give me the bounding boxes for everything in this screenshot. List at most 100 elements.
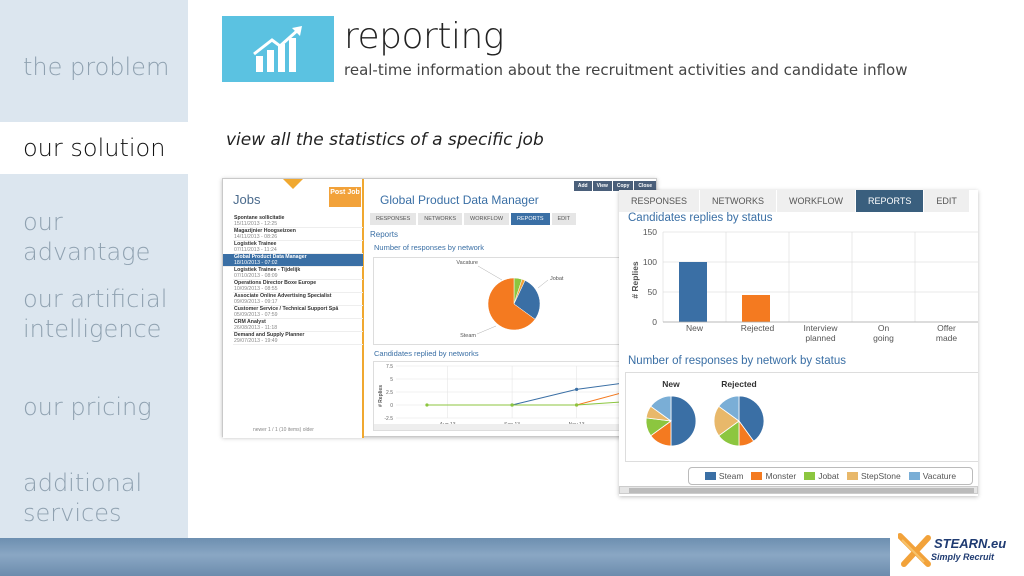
tab-responses[interactable]: RESPONSES [619, 190, 701, 212]
y-tick-label: 5 [390, 377, 393, 383]
job-name: Customer Service / Technical Support Spā [234, 306, 339, 312]
sidebar: the problem our solution our advantage o… [0, 0, 188, 538]
lead-text: view all the statistics of a specific jo… [226, 130, 544, 150]
panel-arrow [283, 179, 303, 189]
bar [742, 295, 770, 322]
job-list-item[interactable]: Operations Director Boxe Europe 10/09/201… [233, 280, 363, 293]
pie-label: Steam [460, 333, 476, 339]
job-date: 05/09/2013 - 07:59 [234, 312, 278, 318]
copy-button[interactable]: Copy [612, 181, 634, 191]
close-button[interactable]: Close [634, 181, 656, 191]
job-actions: Add View Copy Close [573, 181, 656, 191]
tab-responses[interactable]: RESPONSES [370, 213, 417, 225]
job-report-panel: Add View Copy Close Global Product Data … [366, 179, 658, 438]
label-leader [476, 325, 497, 335]
tab-networks[interactable]: NETWORKS [418, 213, 463, 225]
job-date: 26/08/2013 - 11:18 [234, 325, 278, 331]
nav-our-pricing[interactable]: our pricing [23, 393, 152, 421]
legend-item[interactable]: Vacature [908, 471, 956, 481]
pie-slice [718, 395, 740, 422]
reports-label: Reports [370, 230, 399, 239]
job-date: 09/09/2013 - 09:17 [234, 299, 278, 305]
legend-item[interactable]: Steam [704, 471, 744, 481]
job-list-item[interactable]: Global Product Data Manager 18/10/2013 - … [223, 254, 363, 267]
bar-chart-title: Candidates replies by status [628, 212, 773, 224]
job-list-item[interactable]: Associate Online Advertising Specialist 0… [233, 293, 363, 306]
scrollbar-thumb[interactable] [629, 488, 974, 493]
status-bar-chart: 0 50 100 150 # Replies New Rejected Interview pl… [619, 224, 978, 348]
status-pie-charts: New Rejected [625, 372, 978, 462]
job-date: 07/10/2013 - 08:09 [234, 273, 278, 279]
x-tick-label: Interview [803, 323, 838, 333]
x-tick-label: Offer [937, 323, 956, 333]
job-tabs: RESPONSES NETWORKS WORKFLOW REPORTS EDIT [370, 213, 577, 225]
job-reports-screenshot: Jobs Post Job Spontane sollicitatie 15/11… [222, 178, 658, 438]
job-list: Spontane sollicitatie 15/11/2013 - 12:25 M… [223, 215, 363, 345]
view-button[interactable]: View [592, 181, 612, 191]
x-tick-label: Rejected [741, 323, 775, 333]
jobs-pagination[interactable]: newer 1 / 1 (10 items) older [253, 427, 314, 433]
tab-reports[interactable]: REPORTS [856, 190, 925, 212]
scrollbar [374, 424, 657, 430]
x-tick-label: planned [805, 333, 836, 343]
page-subtitle: real-time information about the recruitm… [344, 61, 908, 79]
tab-workflow[interactable]: WORKFLOW [464, 213, 510, 225]
horizontal-scrollbar[interactable] [619, 486, 978, 494]
job-date: 07/11/2013 - 11:24 [234, 247, 277, 253]
job-list-item[interactable]: Logistiek Trainee - Tijdelijk 07/10/2013 … [233, 267, 363, 280]
nav-the-problem[interactable]: the problem [23, 53, 170, 81]
jobs-panel: Jobs Post Job Spontane sollicitatie 15/11… [223, 179, 364, 438]
data-point [575, 387, 579, 391]
tab-edit[interactable]: EDIT [924, 190, 970, 212]
y-tick-label: -2.5 [384, 416, 393, 422]
y-tick-label: 7.5 [386, 364, 393, 370]
report-tabs: RESPONSES NETWORKS WORKFLOW REPORTS EDIT [619, 190, 978, 212]
status-pie-title: Number of responses by network by status [628, 355, 846, 367]
pie-label: Jobat [550, 276, 564, 282]
pie-label: New [662, 379, 680, 389]
add-button[interactable]: Add [573, 181, 592, 191]
pie-slice [513, 280, 541, 320]
y-tick-label: 50 [648, 287, 658, 297]
legend-item[interactable]: Monster [751, 471, 796, 481]
pie-chart-title: Number of responses by network [374, 243, 485, 252]
job-list-item[interactable]: CRM Analyst 26/08/2013 - 11:18 [233, 319, 363, 332]
nav-our-advantage[interactable]: our advantage [23, 208, 151, 266]
job-name: Operations Director Boxe Europe [234, 280, 317, 286]
status-reports-screenshot: RESPONSES NETWORKS WORKFLOW REPORTS EDIT… [619, 190, 978, 496]
job-list-item[interactable]: Logistiek Trainee 07/11/2013 - 11:24 [233, 241, 363, 254]
job-name: Global Product Data Manager [234, 254, 307, 260]
legend-label: Jobat [818, 471, 839, 481]
footer-bar [0, 538, 890, 576]
tab-networks[interactable]: NETWORKS [700, 190, 778, 212]
job-list-item[interactable]: Spontane sollicitatie 15/11/2013 - 12:25 [233, 215, 363, 228]
job-list-item[interactable]: Demand and Supply Planner 29/07/2013 - 19… [233, 332, 363, 345]
nav-our-artificial-intelligence[interactable]: our artificial intelligence [23, 285, 168, 343]
growth-chart-icon [222, 16, 334, 82]
post-job-button[interactable]: Post Job [329, 187, 361, 207]
nav-our-solution[interactable]: our solution [0, 122, 188, 174]
tab-reports[interactable]: REPORTS [511, 213, 550, 225]
job-name: Spontane sollicitatie [234, 215, 285, 221]
x-tick-label: going [873, 333, 894, 343]
legend-item[interactable]: StepStone [847, 471, 901, 481]
legend-swatch [704, 472, 716, 480]
y-tick-label: 0 [652, 317, 657, 327]
job-date: 15/11/2013 - 12:25 [234, 221, 278, 227]
pie-slice [670, 395, 697, 447]
y-axis-label: # Replies [630, 261, 640, 299]
job-name: CRM Analyst [234, 319, 266, 325]
nav-additional-services[interactable]: additional services [23, 469, 143, 527]
label-leader [477, 265, 503, 281]
tab-workflow[interactable]: WORKFLOW [777, 190, 857, 212]
pie-slice [487, 277, 536, 331]
job-list-item[interactable]: Customer Service / Technical Support Spā… [233, 306, 363, 319]
tab-edit[interactable]: EDIT [551, 213, 577, 225]
series-line [426, 399, 655, 406]
x-tick-label: New [686, 323, 704, 333]
legend-label: Steam [718, 471, 744, 481]
job-name: Logistiek Trainee [234, 241, 277, 247]
job-list-item[interactable]: Magazijnier Hoogseizoen 14/11/2013 - 08:2… [233, 228, 363, 241]
y-tick-label: 0 [390, 403, 393, 409]
legend-item[interactable]: Jobat [804, 471, 839, 481]
